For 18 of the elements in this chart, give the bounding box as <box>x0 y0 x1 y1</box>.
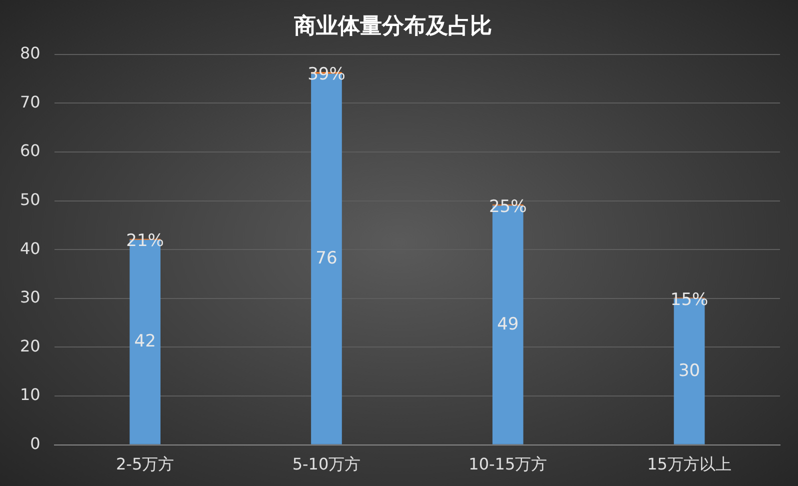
data-label: 49 <box>497 314 519 334</box>
x-tick-label: 15万方以上 <box>647 454 732 474</box>
y-tick-label: 20 <box>20 336 40 356</box>
y-tick-label: 60 <box>20 141 40 160</box>
y-tick-label: 70 <box>20 92 40 112</box>
chart-title: 商业体量分布及占比 <box>293 12 492 39</box>
y-tick-label: 40 <box>20 238 40 258</box>
data-label: 76 <box>316 248 338 269</box>
data-label: 42 <box>134 331 156 352</box>
x-tick-label: 5-10万方 <box>292 454 361 474</box>
y-tick-label: 0 <box>30 434 40 453</box>
y-tick-label: 50 <box>20 190 40 209</box>
data-label: 30 <box>678 360 700 381</box>
x-tick-label: 10-15万方 <box>468 454 548 474</box>
x-tick-label: 2-5万方 <box>116 454 174 474</box>
y-tick-label: 30 <box>20 288 40 307</box>
y-tick-label: 10 <box>20 385 40 404</box>
y-tick-label: 80 <box>20 44 40 63</box>
